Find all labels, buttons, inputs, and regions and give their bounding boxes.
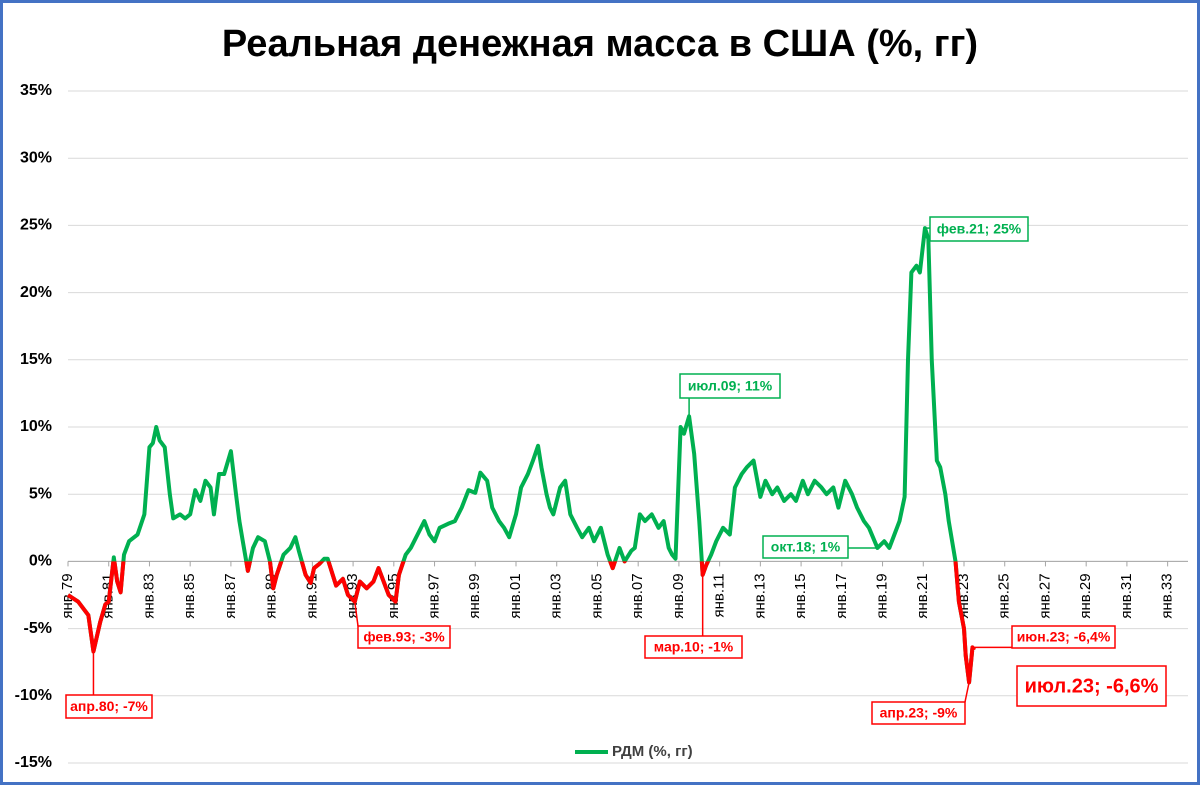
y-tick-label: 15% [20,351,52,368]
x-tick-label: янв.83 [140,573,157,618]
y-tick-label: -10% [15,687,52,704]
x-tick-label: янв.31 [1118,573,1135,618]
y-tick-label: 30% [20,149,52,166]
y-tick-label: 5% [29,485,52,502]
x-tick-label: янв.01 [507,573,524,618]
y-tick-label: 10% [20,418,52,435]
annotation-label: мар.10; -1% [654,639,734,655]
annotation-box [65,694,153,719]
y-tick-label: 35% [20,82,52,99]
x-tick-label: янв.93 [344,573,361,618]
x-tick-label: янв.85 [181,573,198,618]
annotation-label: окт.18; 1% [771,539,841,555]
legend-label: РДМ (%, гг) [612,743,693,760]
x-tick-label: янв.25 [996,573,1013,618]
y-tick-label: -15% [15,754,52,771]
annotation-box [762,535,849,559]
annotation-label: фев.21; 25% [937,221,1022,237]
annotation-label: июн.23; -6,4% [1017,629,1111,645]
x-tick-label: янв.11 [711,573,728,617]
annotation-leader [354,601,359,627]
y-tick-label: -5% [24,620,52,637]
annotation-box [644,635,743,659]
x-tick-label: янв.05 [588,573,605,618]
x-tick-label: янв.97 [426,573,443,618]
chart-title: Реальная денежная масса в США (%, гг) [222,23,978,65]
annotation-label: фев.93; -3% [363,629,445,645]
x-tick-label: янв.99 [466,573,483,618]
annotation-box [1011,625,1116,649]
y-tick-label: 25% [20,217,52,234]
x-tick-label: янв.19 [874,573,891,618]
y-tick-label: 0% [29,553,52,570]
annotation-box [679,373,781,399]
x-tick-label: янв.27 [1036,573,1053,618]
annotation-label: июл.09; 11% [688,378,773,394]
x-tick-label: янв.13 [751,573,768,618]
annotation-box [1016,665,1167,707]
annotation-leader [964,682,970,703]
x-tick-label: янв.17 [833,573,850,618]
x-tick-label: янв.15 [792,573,809,618]
annotation-label: июл.23; -6,6% [1025,675,1159,697]
x-tick-label: янв.91 [303,573,320,618]
y-tick-label: 20% [20,284,52,301]
x-tick-label: янв.29 [1077,573,1094,618]
annotation-label: апр.80; -7% [70,698,148,714]
annotation-box [357,625,451,649]
data-line [66,226,976,685]
x-tick-label: янв.09 [670,573,687,618]
x-tick-label: янв.21 [914,573,931,618]
x-tick-label: янв.07 [629,573,646,618]
annotation-box [929,216,1029,242]
x-tick-label: янв.03 [548,573,565,618]
annotation-label: апр.23; -9% [880,705,958,721]
x-tick-label: янв.87 [222,573,239,618]
x-tick-label: янв.33 [1159,573,1176,618]
annotation-box [871,701,966,725]
